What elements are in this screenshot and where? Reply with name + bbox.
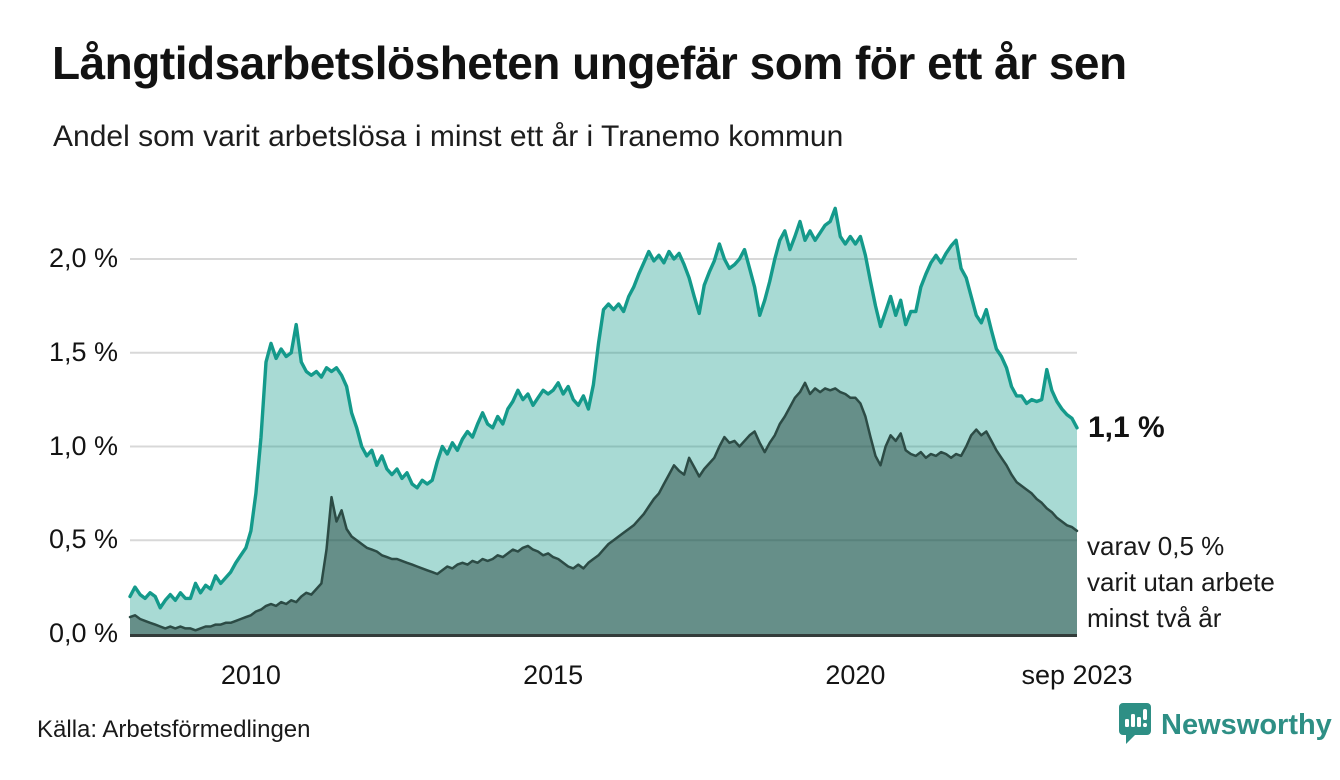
y-axis-label: 0,5 % [48,524,118,555]
y-axis-label: 0,0 % [48,618,118,648]
newsworthy-logo-text: Newsworthy [1161,709,1332,741]
series-end-value-label: 1,1 % [1088,411,1165,444]
annotation-line: varav 0,5 % [1087,531,1225,561]
line-one-year [128,206,1079,610]
newsworthy-logo-icon [1119,703,1151,744]
y-axis-label: 2,0 % [48,243,118,273]
x-axis-label: 2010 [220,660,281,690]
x-axis-label: 2015 [523,660,584,690]
area-two-year [130,382,1077,634]
source-note: Källa: Arbetsförmedlingen [37,716,311,743]
y-axis-label: 1,5 % [48,336,118,367]
chart-subtitle: Andel som varit arbetslösa i minst ett å… [53,120,844,153]
annotation-line: minst två år [1087,603,1222,633]
y-axis-label: 1,0 % [48,430,118,461]
page-title: Långtidsarbetslösheten ungefär som för e… [52,37,1127,89]
line-two-year [128,381,1079,632]
annotation-line: varit utan arbete [1087,567,1275,597]
x-axis-label: 2020 [825,660,886,690]
newsworthy-logo: Newsworthy [1118,702,1332,748]
x-axis-label: sep 2023 [1021,660,1133,690]
two-year-series-annotation: varav 0,5 % varit utan arbete minst två … [1087,528,1275,636]
